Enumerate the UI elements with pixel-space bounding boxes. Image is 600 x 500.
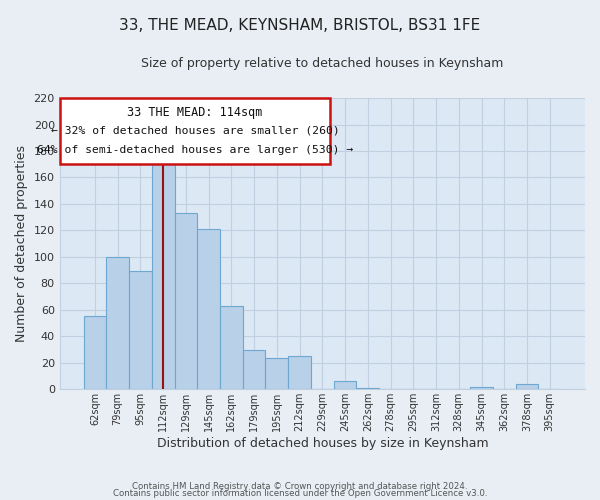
Text: ← 32% of detached houses are smaller (260): ← 32% of detached houses are smaller (26…	[50, 126, 340, 136]
Text: Contains HM Land Registry data © Crown copyright and database right 2024.: Contains HM Land Registry data © Crown c…	[132, 482, 468, 491]
Title: Size of property relative to detached houses in Keynsham: Size of property relative to detached ho…	[141, 58, 503, 70]
Text: 33 THE MEAD: 114sqm: 33 THE MEAD: 114sqm	[127, 106, 263, 119]
Bar	[243, 350, 265, 390]
Text: 64% of semi-detached houses are larger (530) →: 64% of semi-detached houses are larger (…	[37, 146, 353, 156]
Y-axis label: Number of detached properties: Number of detached properties	[15, 145, 28, 342]
Bar	[515, 384, 538, 390]
Bar	[197, 229, 220, 390]
Bar	[220, 306, 243, 390]
Bar	[175, 213, 197, 390]
Bar	[334, 382, 356, 390]
X-axis label: Distribution of detached houses by size in Keynsham: Distribution of detached houses by size …	[157, 437, 488, 450]
Text: 33, THE MEAD, KEYNSHAM, BRISTOL, BS31 1FE: 33, THE MEAD, KEYNSHAM, BRISTOL, BS31 1F…	[119, 18, 481, 32]
FancyBboxPatch shape	[59, 98, 330, 164]
Bar	[265, 358, 288, 390]
Bar	[83, 316, 106, 390]
Bar	[288, 356, 311, 390]
Bar	[356, 388, 379, 390]
Text: Contains public sector information licensed under the Open Government Licence v3: Contains public sector information licen…	[113, 490, 487, 498]
Bar	[106, 257, 129, 390]
Bar	[129, 272, 152, 390]
Bar	[152, 158, 175, 390]
Bar	[470, 386, 493, 390]
